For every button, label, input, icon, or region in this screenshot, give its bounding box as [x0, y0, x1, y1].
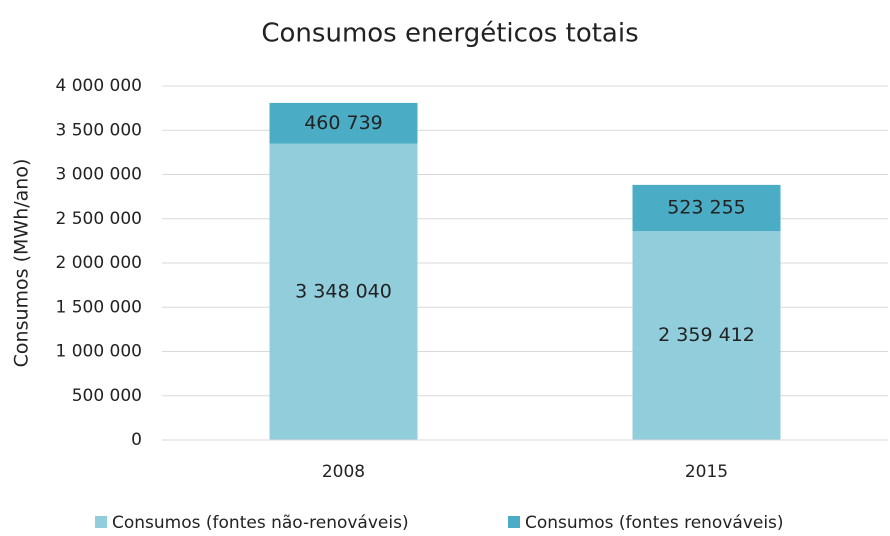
data-label: 3 348 040 — [295, 280, 392, 302]
legend-label: Consumos (fontes não-renováveis) — [112, 513, 409, 533]
x-tick-label: 2015 — [685, 462, 728, 482]
y-tick-label: 1 000 000 — [55, 342, 142, 362]
bar-segment — [269, 143, 418, 440]
y-tick-label: 2 000 000 — [55, 253, 142, 273]
legend-swatch — [508, 516, 520, 528]
legend-swatch — [95, 516, 107, 528]
y-tick-label: 1 500 000 — [55, 297, 142, 317]
bar-segment — [632, 184, 781, 232]
y-tick-label: 3 500 000 — [55, 120, 142, 140]
legend-label: Consumos (fontes renováveis) — [525, 513, 784, 533]
data-label: 523 255 — [667, 197, 746, 219]
y-tick-label: 3 000 000 — [55, 165, 142, 185]
chart-title: Consumos energéticos totais — [261, 19, 638, 49]
y-tick-label: 2 500 000 — [55, 209, 142, 229]
y-tick-label: 500 000 — [72, 386, 142, 406]
y-axis-label: Consumos (MWh/ano) — [11, 159, 33, 368]
data-label: 460 739 — [304, 112, 383, 134]
x-tick-label: 2008 — [322, 462, 365, 482]
bar-segment — [632, 231, 781, 440]
y-tick-label: 0 — [131, 430, 142, 450]
y-tick-label: 4 000 000 — [55, 76, 142, 96]
bar-segment — [269, 102, 418, 144]
data-label: 2 359 412 — [658, 324, 755, 346]
